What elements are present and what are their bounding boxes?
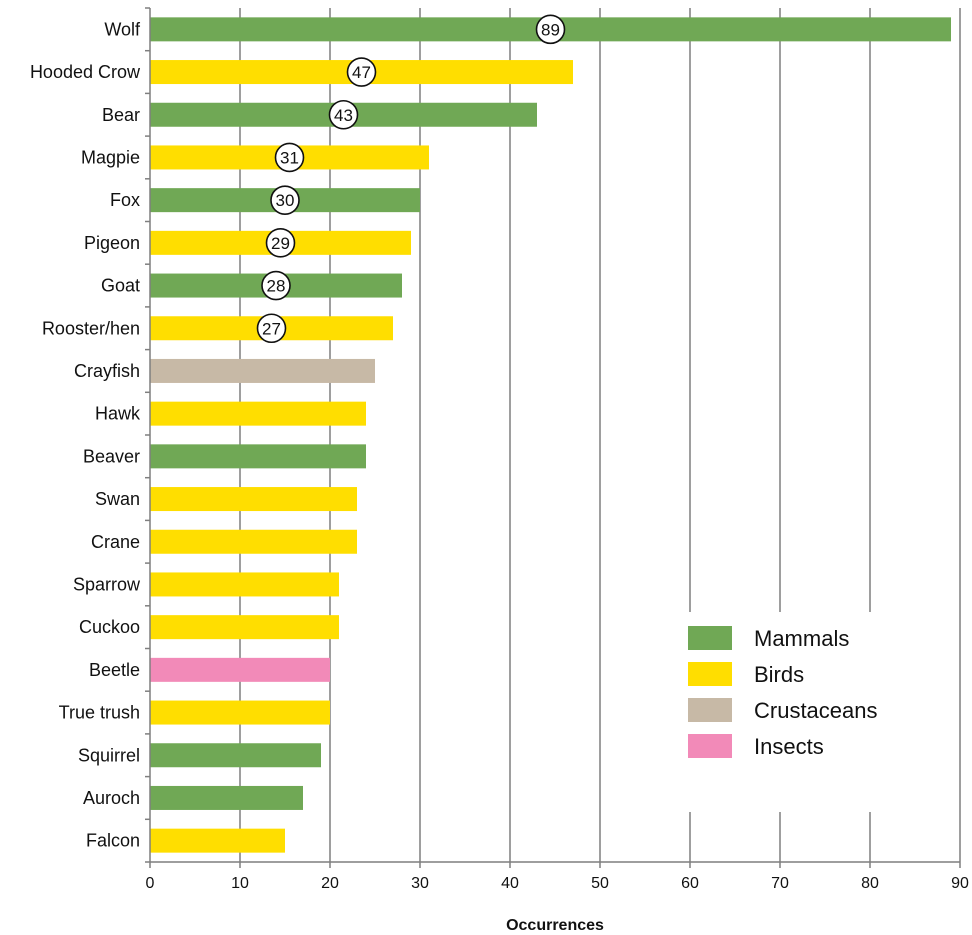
- x-tick-label-80: 80: [861, 875, 879, 892]
- x-tick-label-70: 70: [771, 875, 789, 892]
- bar-13: [150, 572, 339, 597]
- badge-label-1: 47: [352, 63, 371, 82]
- badge-label-7: 27: [262, 319, 281, 338]
- badge-circle-3: [274, 142, 305, 173]
- x-tick-label-40: 40: [501, 875, 519, 892]
- bar-12: [150, 529, 357, 554]
- badge-circle-0: [535, 14, 566, 45]
- category-label-7: Rooster/hen: [42, 318, 140, 338]
- category-label-17: Squirrel: [78, 745, 140, 765]
- category-label-12: Crane: [91, 532, 140, 552]
- bar-9: [150, 401, 366, 426]
- bar-15: [150, 657, 330, 682]
- category-label-4: Fox: [110, 190, 140, 210]
- value-badges: 89 47 43 31 30 29 28 27: [256, 14, 566, 344]
- bar-16: [150, 700, 330, 725]
- x-axis-title: Occurrences: [506, 917, 604, 934]
- category-label-9: Hawk: [95, 404, 141, 424]
- badge-label-0: 89: [541, 20, 560, 39]
- category-label-5: Pigeon: [84, 233, 140, 253]
- x-tick-labels: 0 10 20 30 40 50 60 70 80 90: [146, 875, 969, 892]
- category-label-3: Magpie: [81, 147, 140, 167]
- bar-8: [150, 358, 375, 383]
- badge-label-5: 29: [271, 234, 290, 253]
- category-label-14: Cuckoo: [79, 617, 140, 637]
- badge-circle-4: [270, 185, 300, 215]
- category-label-10: Beaver: [83, 446, 140, 466]
- bar-14: [150, 615, 339, 640]
- category-label-18: Auroch: [83, 788, 140, 808]
- badge-circle-7: [256, 313, 287, 344]
- x-tick-label-50: 50: [591, 875, 609, 892]
- legend-label-0: Mammals: [754, 626, 849, 651]
- x-tick-label-30: 30: [411, 875, 429, 892]
- x-tick-label-60: 60: [681, 875, 699, 892]
- badge-circle-1: [346, 57, 377, 87]
- x-tick-label-20: 20: [321, 875, 339, 892]
- category-label-1: Hooded Crow: [30, 62, 141, 82]
- badge-circle-2: [328, 99, 359, 130]
- badge-label-3: 31: [280, 148, 299, 167]
- bars: [150, 17, 951, 853]
- category-label-0: Wolf: [104, 19, 141, 39]
- badge-circle-6: [261, 270, 291, 301]
- legend-swatch-0: [688, 626, 732, 650]
- category-label-11: Swan: [95, 489, 140, 509]
- category-labels: Wolf Hooded Crow Bear Magpie Fox Pigeon Goat Ro…: [30, 19, 141, 850]
- bar-11: [150, 487, 357, 512]
- category-label-6: Goat: [101, 276, 140, 296]
- axes: [145, 7, 961, 868]
- x-tick-label-0: 0: [146, 875, 155, 892]
- legend-swatch-2: [688, 698, 732, 722]
- category-label-13: Sparrow: [73, 574, 141, 594]
- badge-label-2: 43: [334, 106, 353, 125]
- legend-label-2: Crustaceans: [754, 698, 878, 723]
- x-tick-label-10: 10: [231, 875, 249, 892]
- bar-18: [150, 785, 303, 810]
- bar-17: [150, 743, 321, 768]
- legend-label-3: Insects: [754, 734, 824, 759]
- category-label-19: Falcon: [86, 831, 140, 851]
- legend-swatch-1: [688, 662, 732, 686]
- legend-label-1: Birds: [754, 662, 804, 687]
- badge-label-4: 30: [276, 191, 295, 210]
- badge-label-6: 28: [267, 277, 286, 296]
- category-label-16: True trush: [59, 703, 140, 723]
- category-label-15: Beetle: [89, 660, 140, 680]
- x-tick-label-90: 90: [951, 875, 969, 892]
- legend-swatch-3: [688, 734, 732, 758]
- bar-10: [150, 444, 366, 469]
- badge-circle-5: [265, 228, 296, 258]
- bar-19: [150, 828, 285, 853]
- category-label-2: Bear: [102, 105, 140, 125]
- legend: Mammals Birds Crustaceans Insects: [680, 612, 940, 812]
- category-label-8: Crayfish: [74, 361, 140, 381]
